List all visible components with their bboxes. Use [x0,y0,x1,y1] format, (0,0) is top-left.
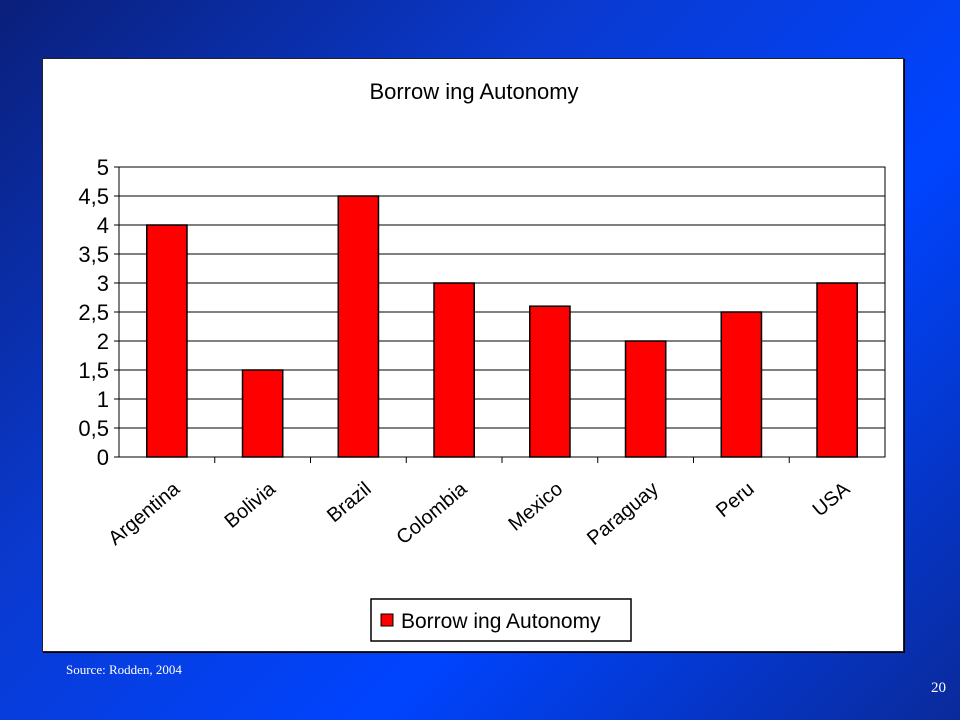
legend-box [370,598,632,642]
page-number: 20 [931,680,946,696]
chart-frame: Borrow ing Autonomy 0 0,5 1 1,5 2 2,5 3 3,5 4 4,5… [42,58,904,652]
y-tick-label: 4,5 [78,184,109,209]
legend: Borrow ing Autonomy [370,598,632,642]
bar [816,282,858,458]
source-note: Source: Rodden, 2004 [66,662,182,677]
legend-label: Borrow ing Autonomy [401,610,601,633]
bar [337,195,380,458]
x-tick-label: Mexico [504,478,567,536]
y-tick-label: 2 [97,329,109,354]
x-tick-label: Argentina [104,477,184,549]
x-tick-label: USA [809,478,855,522]
y-tick-label: 5 [97,155,109,180]
y-tick-label: 1,5 [78,358,109,383]
legend-swatch [380,613,394,627]
y-tick-label: 4 [97,213,109,238]
y-tick-label: 2,5 [78,300,109,325]
bars [146,195,858,458]
y-tick-label: 0,5 [78,416,109,441]
bar [146,224,188,458]
x-tick-label: Peru [712,478,759,522]
x-tick-label: Colombia [392,477,472,549]
bar [624,340,667,458]
y-tick-label: 3,5 [78,242,109,267]
y-tick-label: 1 [97,387,109,412]
y-axis: 0 0,5 1 1,5 2 2,5 3 3,5 4 4,5 5 [78,155,119,470]
x-axis: Argentina Bolivia Brazil Colombia Mexico Para… [104,457,855,550]
y-tick-label: 0 [97,445,109,470]
bar [433,282,475,458]
y-tick-label: 3 [97,271,109,296]
x-tick-label: Brazil [323,478,375,527]
bar [241,369,284,458]
bar [720,311,763,458]
chart-title: Borrow ing Autonomy [369,79,578,104]
bar [529,305,571,458]
bar-chart: Borrow ing Autonomy 0 0,5 1 1,5 2 2,5 3 3,5 4 4,5… [78,79,886,642]
x-tick-label: Paraguay [583,478,663,550]
grid-lines [118,166,886,458]
x-tick-label: Bolivia [221,477,281,532]
